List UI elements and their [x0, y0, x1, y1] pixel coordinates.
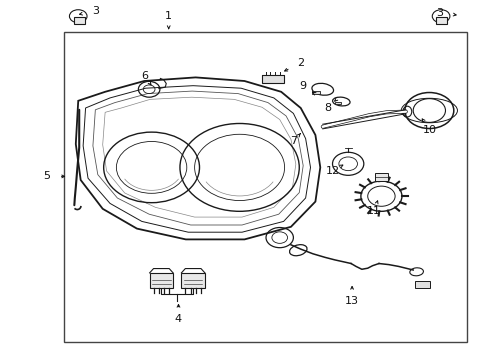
- Bar: [374, 173, 387, 181]
- Text: 6: 6: [141, 71, 147, 81]
- Text: 10: 10: [423, 125, 436, 135]
- Text: 3: 3: [92, 6, 99, 16]
- Text: 13: 13: [345, 296, 358, 306]
- Text: 8: 8: [324, 103, 330, 113]
- Bar: [435, 17, 446, 24]
- Text: 9: 9: [299, 81, 306, 91]
- Bar: [311, 91, 319, 94]
- Text: 5: 5: [43, 171, 50, 181]
- Bar: [181, 273, 204, 288]
- Text: 7: 7: [289, 136, 296, 146]
- Text: 2: 2: [297, 58, 304, 68]
- Text: 11: 11: [366, 206, 380, 216]
- Text: 1: 1: [165, 11, 172, 21]
- Text: 3: 3: [436, 8, 443, 18]
- Bar: [334, 102, 340, 104]
- Bar: [74, 17, 85, 24]
- Bar: [262, 75, 283, 83]
- Text: 4: 4: [175, 314, 182, 324]
- Bar: [414, 281, 429, 288]
- Text: 12: 12: [325, 166, 339, 176]
- Bar: [63, 32, 466, 342]
- Bar: [149, 273, 173, 288]
